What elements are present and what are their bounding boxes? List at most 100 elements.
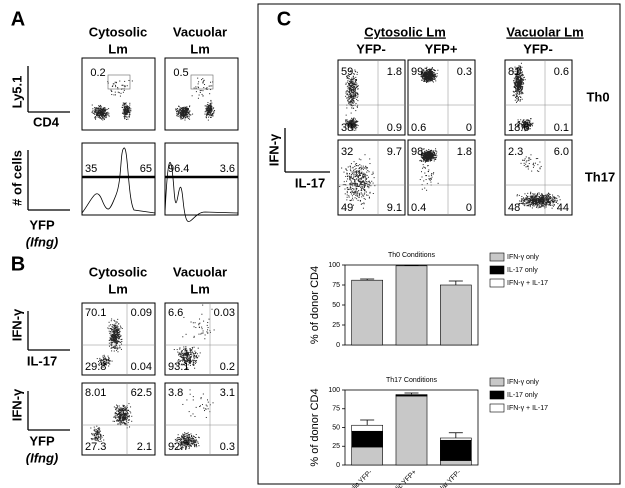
- dot: [362, 188, 363, 189]
- dot: [187, 115, 188, 116]
- dot-cloud: [90, 403, 132, 442]
- dot: [426, 154, 427, 155]
- dot: [130, 108, 131, 109]
- dot: [423, 164, 424, 165]
- dot: [202, 94, 203, 95]
- dot: [433, 172, 434, 173]
- dot: [433, 77, 434, 78]
- dot: [188, 110, 189, 111]
- dot: [103, 114, 104, 115]
- quadrant-value: 9.7: [387, 146, 402, 158]
- dot: [91, 438, 92, 439]
- dot: [180, 110, 181, 111]
- dot: [358, 186, 359, 187]
- dot: [117, 343, 118, 344]
- dot: [119, 419, 120, 420]
- dot: [211, 115, 212, 116]
- dot: [96, 429, 97, 430]
- dot: [430, 182, 431, 183]
- dot: [122, 418, 123, 419]
- dot: [352, 83, 353, 84]
- dot: [350, 192, 351, 193]
- panel-letter: A: [11, 8, 25, 30]
- dot: [433, 157, 434, 158]
- dot: [352, 184, 353, 185]
- quadrant-value: 0: [466, 122, 472, 134]
- dot: [359, 171, 360, 172]
- dot: [126, 411, 127, 412]
- dot: [360, 183, 361, 184]
- dot: [354, 78, 355, 79]
- quadrant-value: 70.1: [85, 307, 106, 319]
- dot: [105, 111, 106, 112]
- dot: [193, 438, 194, 439]
- dot: [110, 335, 111, 336]
- quadrant-value: 32: [341, 146, 353, 158]
- x-axis-label: YFP: [29, 217, 55, 232]
- dot: [434, 152, 435, 153]
- dot: [355, 71, 356, 72]
- dot: [196, 362, 197, 363]
- dot: [351, 174, 352, 175]
- dot: [98, 436, 99, 437]
- dot: [95, 119, 96, 120]
- dot: [423, 166, 424, 167]
- dot: [117, 87, 118, 88]
- dot: [344, 189, 345, 190]
- quadrant-value: 6.6: [168, 307, 183, 319]
- dot: [345, 120, 346, 121]
- dot: [117, 349, 118, 350]
- dot: [191, 441, 192, 442]
- dot: [193, 436, 194, 437]
- dot: [356, 84, 357, 85]
- dot: [104, 109, 105, 110]
- dot: [352, 105, 353, 106]
- dot: [350, 93, 351, 94]
- dot: [194, 336, 195, 337]
- dot: [433, 154, 434, 155]
- dot: [516, 82, 517, 83]
- dot: [198, 81, 199, 82]
- dot: [351, 176, 352, 177]
- dot: [521, 67, 522, 68]
- dot: [104, 358, 105, 359]
- dot: [116, 420, 117, 421]
- dot: [356, 172, 357, 173]
- dot: [181, 115, 182, 116]
- dot: [188, 432, 189, 433]
- quadrant-value: 0.03: [214, 307, 235, 319]
- dot: [182, 111, 183, 112]
- dot: [355, 93, 356, 94]
- dot: [190, 362, 191, 363]
- dot: [110, 332, 111, 333]
- dot: [187, 437, 188, 438]
- column-header: Lm: [108, 281, 128, 296]
- dot: [192, 352, 193, 353]
- dot: [98, 113, 99, 114]
- dot: [515, 79, 516, 80]
- dot: [129, 115, 130, 116]
- column-header: Cytosolic: [89, 24, 148, 39]
- dot: [424, 78, 425, 79]
- dot: [350, 183, 351, 184]
- dot: [128, 110, 129, 111]
- dot: [424, 151, 425, 152]
- dot: [190, 444, 191, 445]
- panel-letter: C: [277, 8, 291, 30]
- dot: [187, 352, 188, 353]
- dot: [431, 77, 432, 78]
- dot: [189, 116, 190, 117]
- dot: [192, 438, 193, 439]
- dot: [427, 160, 428, 161]
- dot: [115, 94, 116, 95]
- dot: [421, 161, 422, 162]
- dot: [121, 344, 122, 345]
- dot: [432, 81, 433, 82]
- dot: [424, 159, 425, 160]
- dot: [191, 361, 192, 362]
- dot: [435, 155, 436, 156]
- dot: [208, 120, 209, 121]
- dot: [530, 124, 531, 125]
- dot: [209, 319, 210, 320]
- dot: [119, 409, 120, 410]
